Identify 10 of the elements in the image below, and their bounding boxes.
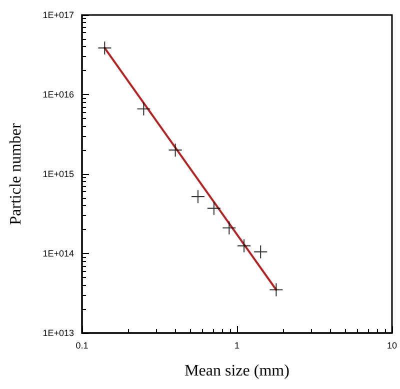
y-tick-label: 1E+014: [42, 248, 74, 258]
y-tick-label: 1E+017: [42, 10, 74, 20]
y-tick-label: 1E+013: [42, 328, 74, 338]
x-axis-title: Mean size (mm): [184, 362, 290, 380]
x-tick-label: 10: [386, 340, 397, 350]
x-tick-label: 1: [234, 340, 240, 350]
y-tick-label: 1E+016: [42, 90, 74, 100]
y-tick-label: 1E+015: [42, 169, 74, 179]
y-axis-title: Particle number: [8, 122, 24, 225]
x-tick-label: 0.1: [76, 340, 88, 350]
